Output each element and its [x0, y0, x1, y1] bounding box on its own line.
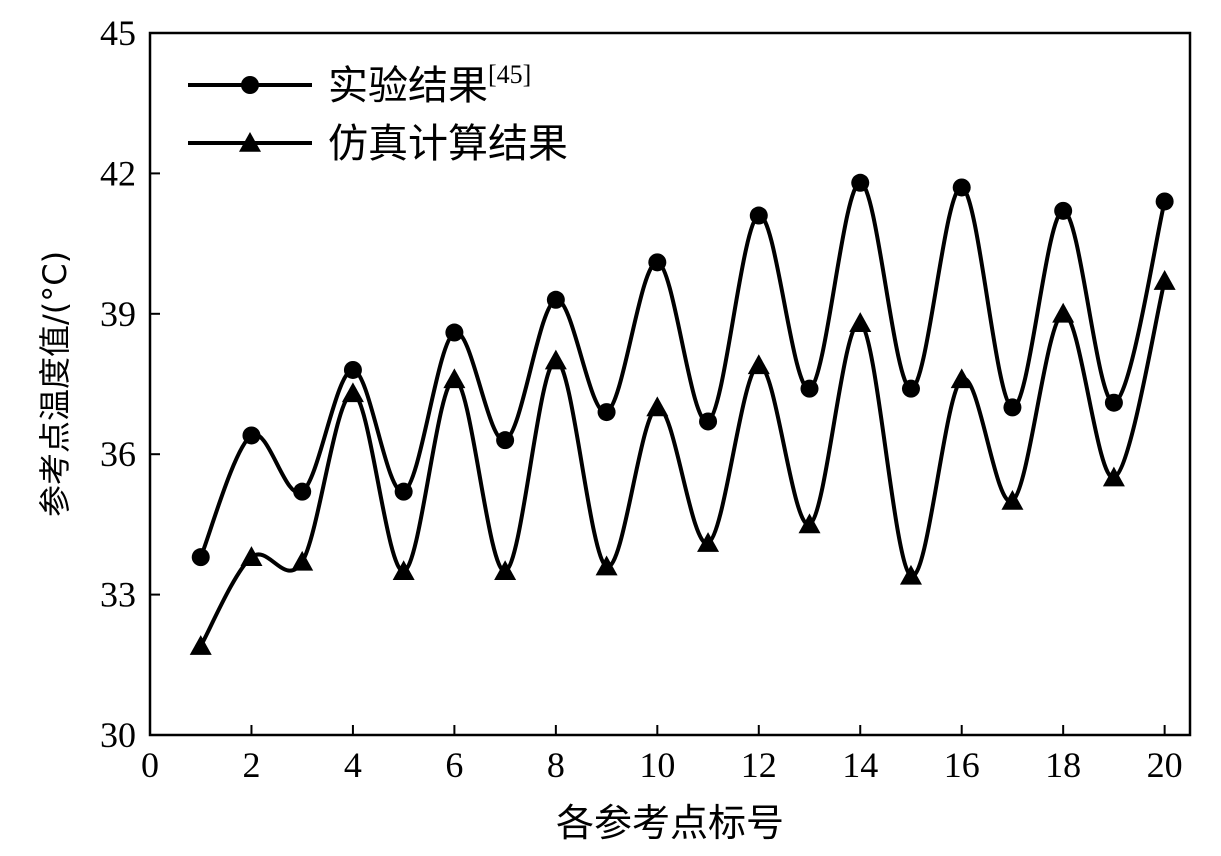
data-point [798, 513, 821, 534]
legend-label: 仿真计算结果 [328, 121, 568, 167]
x-tick-label: 20 [1147, 745, 1183, 785]
x-tick-label: 8 [547, 745, 565, 785]
data-point [950, 368, 973, 389]
data-point [1003, 398, 1022, 417]
x-axis-title: 各参考点标号 [556, 801, 784, 845]
data-point [242, 426, 261, 445]
data-point [901, 379, 920, 398]
x-tick-label: 6 [445, 745, 463, 785]
data-point [595, 555, 618, 576]
legend-label: 实验结果[45] [328, 60, 531, 109]
legend-marker [239, 132, 261, 152]
data-point [494, 560, 517, 580]
data-point [189, 635, 212, 655]
data-point [1052, 302, 1075, 323]
x-tick-label: 14 [842, 745, 878, 785]
series-layer [189, 173, 1176, 655]
x-tick-label: 2 [242, 745, 260, 785]
y-tick-label: 42 [100, 153, 136, 193]
legend-item: 实验结果[45] [188, 60, 531, 109]
data-point [849, 312, 872, 332]
y-tick-label: 45 [100, 13, 136, 53]
x-tick-label: 16 [944, 745, 980, 785]
legend: 实验结果[45] 仿真计算结果 [188, 60, 568, 167]
data-point [1054, 201, 1073, 220]
data-point [1155, 192, 1174, 211]
data-point [749, 206, 768, 225]
data-point [747, 354, 770, 375]
data-point [1102, 466, 1125, 487]
y-tick-label: 39 [100, 294, 136, 334]
data-point [240, 546, 263, 566]
y-tick-label: 36 [100, 434, 136, 474]
data-point [443, 368, 466, 389]
data-point [341, 382, 364, 403]
data-point [293, 482, 312, 501]
data-point [394, 482, 413, 501]
x-tick-label: 18 [1045, 745, 1081, 785]
data-point [191, 548, 210, 567]
data-point [1001, 490, 1024, 510]
y-axis-title: 参考点温度值/(°C) [36, 251, 74, 517]
data-point [952, 178, 971, 197]
data-point [646, 396, 669, 417]
data-point [445, 323, 464, 342]
data-point [291, 550, 314, 571]
legend-marker [241, 76, 259, 94]
data-point [851, 173, 870, 192]
data-point [392, 560, 415, 580]
data-point [699, 412, 718, 431]
data-point [544, 349, 567, 370]
data-point [697, 532, 720, 552]
data-point [648, 253, 667, 272]
data-point [800, 379, 819, 398]
ticks-layer: 0 2 4 6 8 10 12 14 16 18 20 30 33 36 39 42 45 [100, 13, 1183, 785]
y-tick-label: 30 [100, 715, 136, 755]
plot-frame [148, 31, 1192, 737]
y-tick-label: 33 [100, 575, 136, 615]
data-point [597, 403, 616, 422]
x-tick-label: 4 [344, 745, 362, 785]
data-point [496, 431, 515, 450]
data-point [343, 360, 362, 379]
x-tick-label: 12 [741, 745, 777, 785]
series-1 [191, 173, 1174, 567]
x-tick-label: 0 [141, 745, 159, 785]
legend-item: 仿真计算结果 [188, 121, 568, 167]
data-point [1104, 393, 1123, 412]
data-point [546, 290, 565, 309]
data-point [899, 564, 922, 585]
data-point [1153, 270, 1176, 290]
series-2 [189, 270, 1176, 655]
x-tick-label: 10 [639, 745, 675, 785]
